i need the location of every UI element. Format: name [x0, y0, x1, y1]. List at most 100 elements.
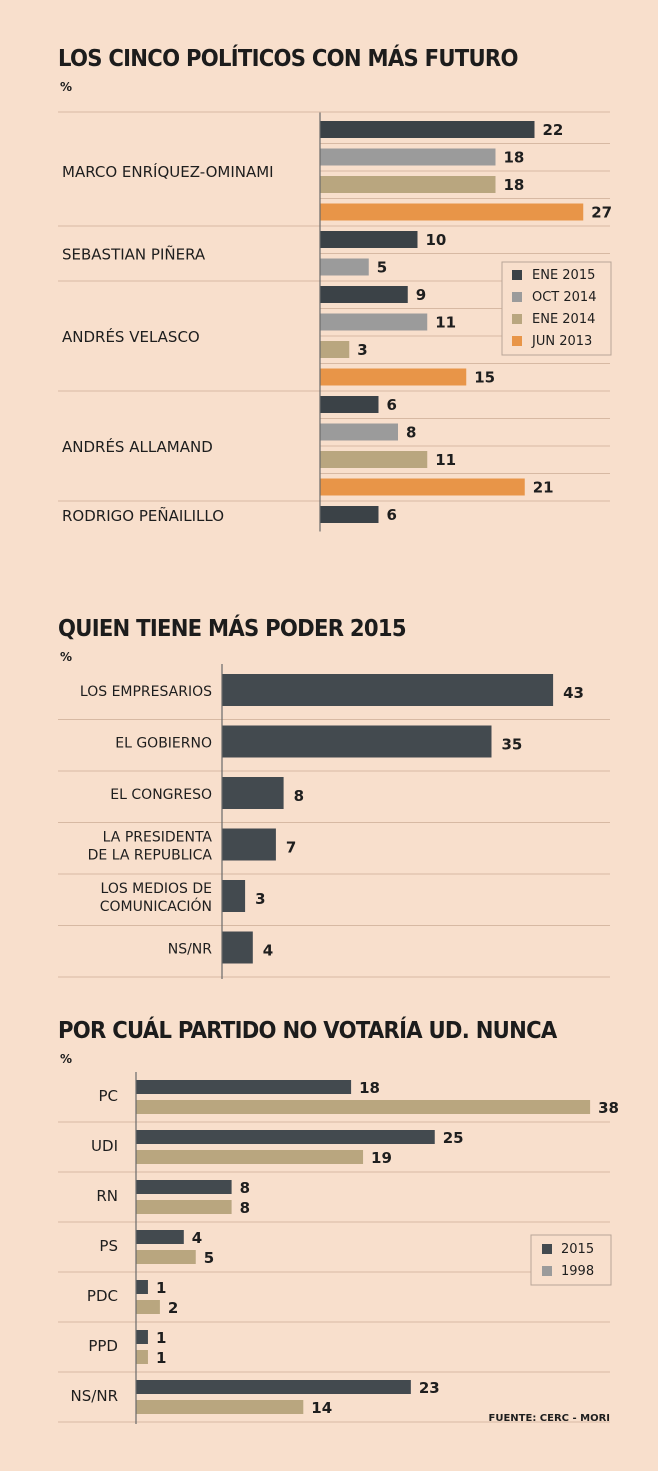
bar-value-label: 7	[286, 839, 296, 857]
legend-swatch	[512, 270, 522, 280]
bar-value-label: 1	[156, 1349, 166, 1367]
category-label: SEBASTIAN PIÑERA	[62, 245, 206, 264]
category-label: RN	[96, 1187, 118, 1205]
bar-value-label: 8	[240, 1199, 250, 1217]
category-label: PC	[98, 1087, 118, 1105]
bar-3-3	[320, 478, 525, 496]
category-label: LOS MEDIOS DE	[101, 881, 212, 897]
source-note: FUENTE: CERC - MORI	[488, 1413, 610, 1424]
legend-label: ENE 2014	[532, 312, 595, 327]
category-label: PPD	[88, 1337, 118, 1355]
bar-4-0	[320, 506, 379, 523]
legend-label: JUN 2013	[531, 334, 592, 349]
chart2-unit: %	[60, 650, 73, 664]
category-label: UDI	[91, 1137, 118, 1155]
legend-label: OCT 2014	[532, 290, 596, 305]
chart3-title: POR CUÁL PARTIDO NO VOTARÍA UD. NUNCA	[58, 1018, 557, 1044]
bar-value-label: 8	[406, 424, 416, 442]
legend-label: 2015	[561, 1242, 594, 1257]
category-label: PDC	[87, 1287, 118, 1305]
bar-6-1	[136, 1400, 304, 1414]
bar-3-1	[320, 423, 398, 441]
bar-value-label: 19	[371, 1149, 392, 1167]
bar-value-label: 15	[474, 369, 495, 387]
bar-3	[222, 828, 276, 861]
bar-value-label: 35	[502, 736, 523, 754]
bar-4	[222, 880, 246, 912]
bar-value-label: 21	[533, 479, 554, 497]
bar-value-label: 3	[357, 341, 367, 359]
bar-value-label: 8	[294, 787, 304, 805]
legend-swatch	[542, 1244, 552, 1254]
bar-2	[222, 777, 284, 809]
bar-2-2	[320, 341, 350, 358]
bar-value-label: 38	[598, 1099, 619, 1117]
category-label: ANDRÉS VELASCO	[62, 327, 200, 346]
category-label: LOS EMPRESARIOS	[80, 684, 212, 700]
bar-4-1	[136, 1300, 160, 1314]
bar-value-label: 5	[204, 1249, 214, 1267]
bar-value-label: 23	[419, 1379, 440, 1397]
bar-value-label: 43	[563, 684, 584, 702]
bar-value-label: 6	[387, 506, 397, 524]
bar-0-0	[136, 1080, 352, 1094]
bar-value-label: 18	[359, 1079, 380, 1097]
bar-1-0	[320, 231, 418, 248]
bar-0-1	[320, 148, 496, 166]
bar-3-1	[136, 1250, 196, 1264]
legend-box	[530, 1234, 612, 1286]
bar-value-label: 22	[543, 121, 564, 139]
bar-0-3	[320, 203, 584, 221]
legend-swatch	[512, 292, 522, 302]
category-label: MARCO ENRÍQUEZ-OMINAMI	[62, 162, 274, 181]
bar-value-label: 3	[255, 890, 265, 908]
chart1-unit: %	[60, 80, 73, 94]
bar-value-label: 8	[240, 1179, 250, 1197]
bar-1	[222, 725, 492, 758]
bar-1-0	[136, 1130, 435, 1144]
legend-swatch	[512, 336, 522, 346]
bar-3-2	[320, 451, 428, 468]
bar-6-0	[136, 1380, 411, 1394]
bar-5-0	[136, 1330, 148, 1344]
bar-value-label: 5	[377, 259, 387, 277]
bar-0-1	[136, 1100, 591, 1114]
category-label: RODRIGO PEÑAILILLO	[62, 506, 224, 525]
category-label: DE LA REPUBLICA	[88, 848, 213, 864]
bar-2-0	[320, 286, 408, 303]
bar-value-label: 11	[435, 451, 456, 469]
bar-value-label: 9	[416, 286, 426, 304]
legend-label: ENE 2015	[532, 268, 595, 283]
bar-value-label: 4	[263, 942, 273, 960]
bar-value-label: 1	[156, 1329, 166, 1347]
chart2-title: QUIEN TIENE MÁS PODER 2015	[58, 616, 407, 642]
legend-label: 1998	[561, 1264, 594, 1279]
chart3-svg: 1838PC2519UDI88RN45PS12PDC11PPD2314NS/NR…	[58, 1072, 619, 1424]
chart1-svg: 22 18 18 27 MARCO ENRÍQUEZ-OMINAMI 10 5 SEBASTI…	[58, 111, 612, 532]
bar-2-1	[136, 1200, 232, 1214]
bar-value-label: 18	[504, 176, 525, 194]
bar-value-label: 6	[387, 396, 397, 414]
category-label: NS/NR	[168, 942, 213, 958]
category-label: PS	[99, 1237, 118, 1255]
chart3-unit: %	[60, 1052, 73, 1066]
category-label: EL GOBIERNO	[115, 736, 212, 752]
bar-value-label: 2	[168, 1299, 178, 1317]
bar-value-label: 1	[156, 1279, 166, 1297]
legend-swatch	[512, 314, 522, 324]
bar-0	[222, 674, 554, 706]
category-label: LA PRESIDENTA	[103, 830, 213, 846]
bar-2-1	[320, 313, 428, 331]
bar-value-label: 27	[591, 204, 612, 222]
bar-value-label: 10	[426, 231, 447, 249]
bar-0-2	[320, 176, 496, 193]
bar-2-0	[136, 1180, 232, 1194]
bar-3-0	[136, 1230, 184, 1244]
category-label: EL CONGRESO	[110, 787, 212, 803]
bar-0-0	[320, 121, 535, 138]
bar-value-label: 18	[504, 149, 525, 167]
bar-2-3	[320, 368, 467, 386]
bar-4-0	[136, 1280, 148, 1294]
bar-5-1	[136, 1350, 148, 1364]
